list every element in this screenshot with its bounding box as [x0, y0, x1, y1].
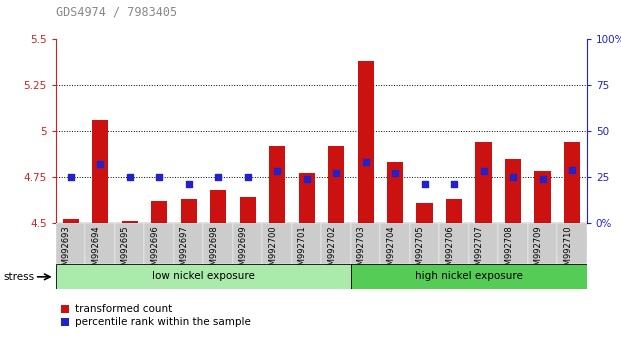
Text: GSM992706: GSM992706	[445, 225, 454, 276]
Text: GSM992704: GSM992704	[386, 225, 395, 276]
Bar	[204, 223, 233, 264]
Text: GSM992694: GSM992694	[91, 225, 100, 276]
Text: GSM992703: GSM992703	[356, 225, 366, 276]
Bar	[240, 197, 256, 223]
Legend: transformed count, percentile rank within the sample: transformed count, percentile rank withi…	[61, 304, 250, 327]
Text: GSM992695: GSM992695	[120, 225, 130, 276]
Text: GSM992708: GSM992708	[504, 225, 513, 276]
Point	[243, 174, 253, 180]
Point	[567, 167, 577, 172]
Bar	[174, 223, 204, 264]
Point	[95, 161, 105, 167]
Bar	[292, 223, 322, 264]
Bar	[144, 223, 174, 264]
Point	[331, 171, 341, 176]
Text: high nickel exposure: high nickel exposure	[415, 272, 523, 281]
Text: GSM992702: GSM992702	[327, 225, 336, 276]
Point	[420, 182, 430, 187]
Bar	[564, 142, 580, 223]
Bar	[351, 264, 587, 289]
Bar	[410, 223, 439, 264]
Bar	[358, 61, 374, 223]
Bar	[63, 219, 79, 223]
Bar	[557, 223, 587, 264]
Bar	[122, 221, 138, 223]
Bar	[469, 223, 498, 264]
Bar	[115, 223, 144, 264]
Bar	[299, 173, 315, 223]
Bar	[439, 223, 469, 264]
Bar	[92, 120, 108, 223]
Point	[508, 174, 518, 180]
Point	[125, 174, 135, 180]
Text: GSM992701: GSM992701	[297, 225, 307, 276]
Point	[479, 169, 489, 174]
Bar	[322, 223, 351, 264]
Bar	[476, 142, 492, 223]
Bar	[151, 201, 167, 223]
Bar	[498, 223, 528, 264]
Point	[390, 171, 400, 176]
Text: GSM992696: GSM992696	[150, 225, 159, 276]
Text: GDS4974 / 7983405: GDS4974 / 7983405	[56, 5, 177, 18]
Text: GSM992698: GSM992698	[209, 225, 218, 276]
Text: GSM992700: GSM992700	[268, 225, 277, 276]
Point	[449, 182, 459, 187]
Point	[66, 174, 76, 180]
Point	[272, 169, 282, 174]
Bar	[233, 223, 262, 264]
Bar	[328, 146, 344, 223]
Point	[302, 176, 312, 182]
Bar	[269, 146, 285, 223]
Point	[538, 176, 548, 182]
Text: GSM992710: GSM992710	[563, 225, 572, 276]
Point	[361, 159, 371, 165]
Text: GSM992697: GSM992697	[179, 225, 189, 276]
Text: GSM992705: GSM992705	[415, 225, 425, 276]
Bar	[528, 223, 557, 264]
Bar	[56, 223, 85, 264]
Point	[154, 174, 164, 180]
Text: GSM992699: GSM992699	[238, 225, 248, 276]
Bar	[505, 159, 521, 223]
Bar	[387, 162, 403, 223]
Text: stress: stress	[3, 272, 34, 282]
Bar	[86, 223, 115, 264]
Bar	[210, 190, 226, 223]
Text: GSM992693: GSM992693	[61, 225, 71, 276]
Text: GSM992709: GSM992709	[533, 225, 543, 276]
Text: GSM992707: GSM992707	[474, 225, 484, 276]
Bar	[262, 223, 292, 264]
Bar	[417, 203, 433, 223]
Point	[213, 174, 223, 180]
Bar	[351, 223, 380, 264]
Bar	[535, 171, 551, 223]
Bar	[380, 223, 410, 264]
Bar	[181, 199, 197, 223]
Point	[184, 182, 194, 187]
Bar	[446, 199, 462, 223]
Text: low nickel exposure: low nickel exposure	[152, 272, 255, 281]
Bar	[56, 264, 351, 289]
